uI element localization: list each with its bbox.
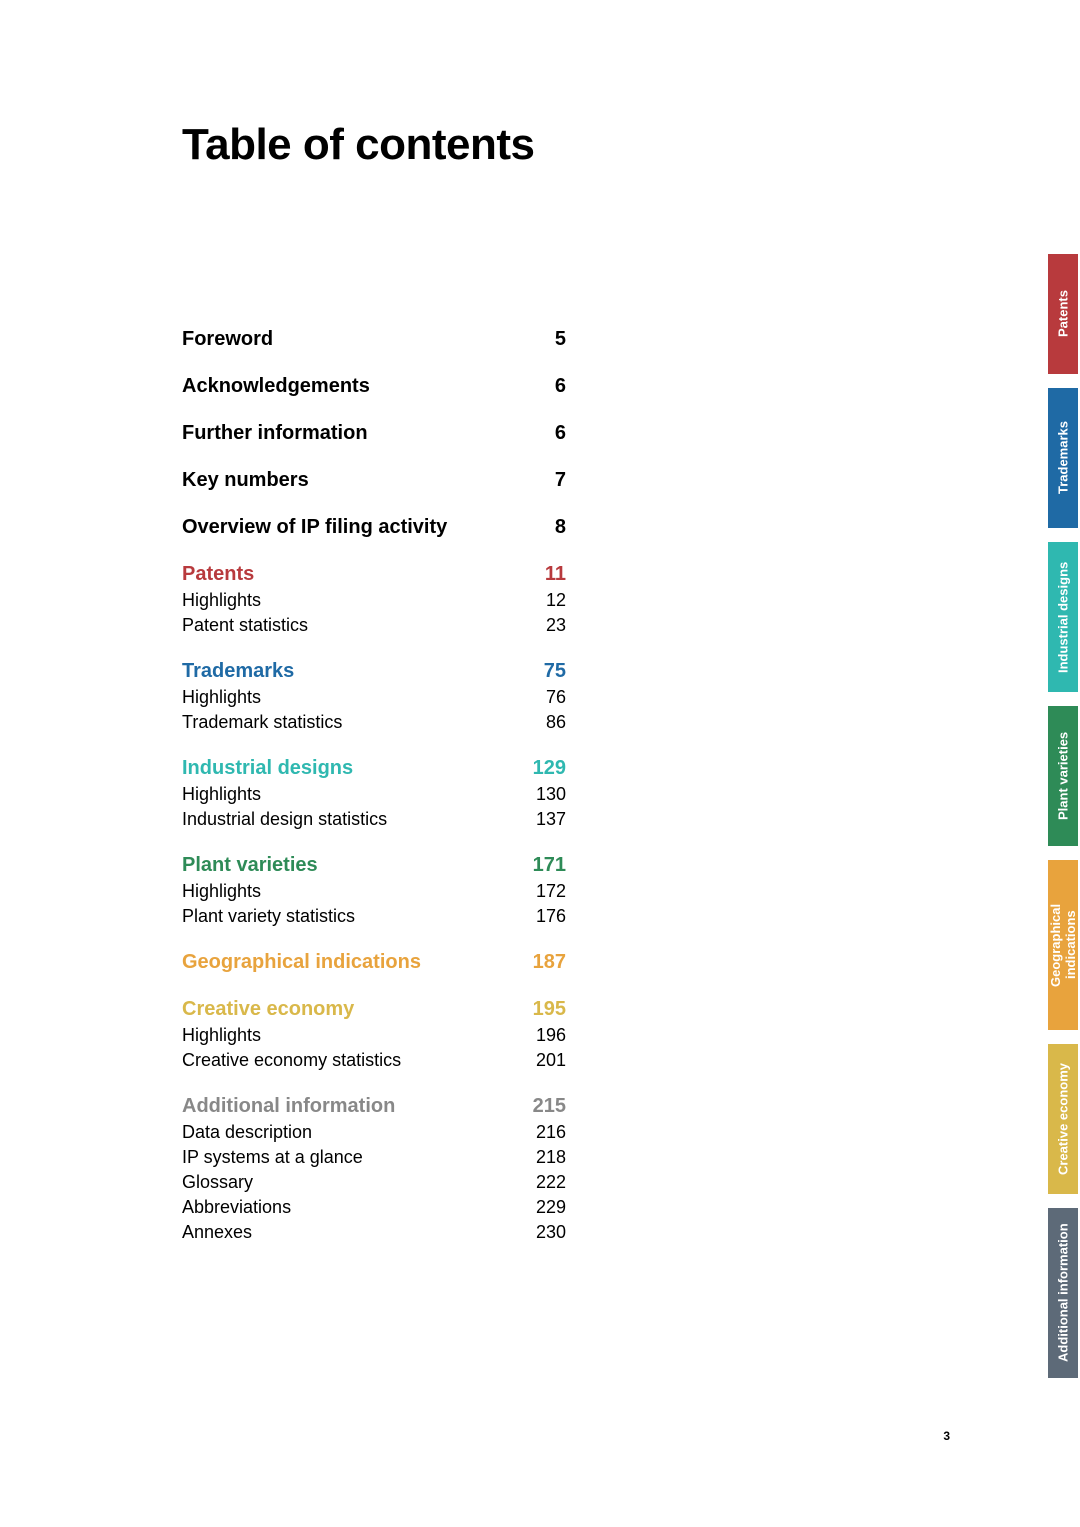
toc-sub-label: IP systems at a glance <box>182 1147 363 1168</box>
toc-sub-row: Creative economy statistics 201 <box>182 1050 566 1071</box>
toc-sub-label: Trademark statistics <box>182 712 342 733</box>
toc-sub-row: Industrial design statistics 137 <box>182 809 566 830</box>
toc-section-page: 187 <box>533 951 566 974</box>
toc-sub-row: Highlights 172 <box>182 881 566 902</box>
toc-sub-page: 229 <box>536 1197 566 1218</box>
toc-sub-row: Annexes 230 <box>182 1222 566 1243</box>
toc-sub-page: 230 <box>536 1222 566 1243</box>
toc-section-row: Overview of IP filing activity 8 <box>182 516 566 539</box>
toc-section-row: Plant varieties 171 <box>182 854 566 877</box>
toc-sub-label: Highlights <box>182 687 261 708</box>
toc-sub-row: Data description 216 <box>182 1122 566 1143</box>
toc-section-row: Further information 6 <box>182 422 566 445</box>
toc-section-row: Additional information 215 <box>182 1095 566 1118</box>
toc-sub-label: Patent statistics <box>182 615 308 636</box>
side-tab[interactable]: Trademarks <box>1048 388 1078 528</box>
toc-sub-label: Industrial design statistics <box>182 809 387 830</box>
toc-sub-label: Abbreviations <box>182 1197 291 1218</box>
toc-sub-page: 86 <box>546 712 566 733</box>
page: Table of contents Foreword 5 Acknowledgeme… <box>0 0 1080 1527</box>
toc-section-page: 171 <box>533 854 566 877</box>
toc-section-label: Key numbers <box>182 469 309 492</box>
toc-section-page: 6 <box>555 422 566 445</box>
toc-section-label: Further information <box>182 422 368 445</box>
toc-section-label: Geographical indications <box>182 951 421 974</box>
toc-sub-row: Patent statistics 23 <box>182 615 566 636</box>
page-number: 3 <box>943 1429 950 1443</box>
toc-section-label: Additional information <box>182 1095 395 1118</box>
toc-sub-page: 176 <box>536 906 566 927</box>
toc-sub-page: 196 <box>536 1025 566 1046</box>
toc-sub-row: Highlights 196 <box>182 1025 566 1046</box>
toc-sub-page: 222 <box>536 1172 566 1193</box>
toc-sub-page: 130 <box>536 784 566 805</box>
toc-section-page: 75 <box>544 660 566 683</box>
toc-sub-row: Abbreviations 229 <box>182 1197 566 1218</box>
toc-section-label: Industrial designs <box>182 757 353 780</box>
side-tab[interactable]: Geographical indications <box>1048 860 1078 1030</box>
toc-sub-label: Highlights <box>182 1025 261 1046</box>
table-of-contents: Foreword5Acknowledgements6Further inform… <box>182 328 566 1243</box>
toc-sub-row: Highlights 12 <box>182 590 566 611</box>
toc-section-page: 6 <box>555 375 566 398</box>
side-tab[interactable]: Patents <box>1048 254 1078 374</box>
toc-sub-row: Highlights 130 <box>182 784 566 805</box>
side-tab[interactable]: Plant varieties <box>1048 706 1078 846</box>
toc-sub-label: Highlights <box>182 590 261 611</box>
toc-section-label: Patents <box>182 563 254 586</box>
toc-section-page: 8 <box>555 516 566 539</box>
toc-sub-label: Data description <box>182 1122 312 1143</box>
toc-section-label: Plant varieties <box>182 854 318 877</box>
toc-section-row: Patents 11 <box>182 563 566 586</box>
toc-section-label: Trademarks <box>182 660 294 683</box>
toc-section-row: Key numbers 7 <box>182 469 566 492</box>
toc-sub-page: 76 <box>546 687 566 708</box>
toc-section-page: 215 <box>533 1095 566 1118</box>
toc-sub-page: 23 <box>546 615 566 636</box>
toc-sub-label: Plant variety statistics <box>182 906 355 927</box>
side-tab[interactable]: Additional information <box>1048 1208 1078 1378</box>
toc-sub-page: 12 <box>546 590 566 611</box>
toc-section-row: Creative economy 195 <box>182 998 566 1021</box>
toc-sub-page: 172 <box>536 881 566 902</box>
toc-sub-label: Annexes <box>182 1222 252 1243</box>
toc-section-page: 5 <box>555 328 566 351</box>
toc-section-label: Acknowledgements <box>182 375 370 398</box>
toc-section-label: Creative economy <box>182 998 354 1021</box>
toc-section-page: 7 <box>555 469 566 492</box>
toc-sub-label: Highlights <box>182 784 261 805</box>
page-title: Table of contents <box>182 120 534 170</box>
toc-sub-label: Glossary <box>182 1172 253 1193</box>
toc-sub-label: Highlights <box>182 881 261 902</box>
toc-section-row: Acknowledgements 6 <box>182 375 566 398</box>
toc-sub-row: Plant variety statistics 176 <box>182 906 566 927</box>
toc-section-row: Industrial designs 129 <box>182 757 566 780</box>
toc-sub-row: Highlights 76 <box>182 687 566 708</box>
toc-section-page: 195 <box>533 998 566 1021</box>
side-tab[interactable]: Creative economy <box>1048 1044 1078 1194</box>
toc-section-page: 129 <box>533 757 566 780</box>
toc-sub-page: 216 <box>536 1122 566 1143</box>
toc-section-row: Foreword 5 <box>182 328 566 351</box>
toc-sub-page: 218 <box>536 1147 566 1168</box>
toc-sub-label: Creative economy statistics <box>182 1050 401 1071</box>
toc-section-label: Overview of IP filing activity <box>182 516 447 539</box>
side-tab[interactable]: Industrial designs <box>1048 542 1078 692</box>
toc-section-label: Foreword <box>182 328 273 351</box>
toc-sub-row: Glossary 222 <box>182 1172 566 1193</box>
side-tabs: Patents Trademarks Industrial designs Plant… <box>1048 254 1080 1392</box>
toc-section-row: Trademarks 75 <box>182 660 566 683</box>
toc-sub-row: Trademark statistics 86 <box>182 712 566 733</box>
toc-sub-page: 137 <box>536 809 566 830</box>
toc-section-page: 11 <box>545 563 566 586</box>
toc-section-row: Geographical indications 187 <box>182 951 566 974</box>
toc-sub-page: 201 <box>536 1050 566 1071</box>
toc-sub-row: IP systems at a glance 218 <box>182 1147 566 1168</box>
